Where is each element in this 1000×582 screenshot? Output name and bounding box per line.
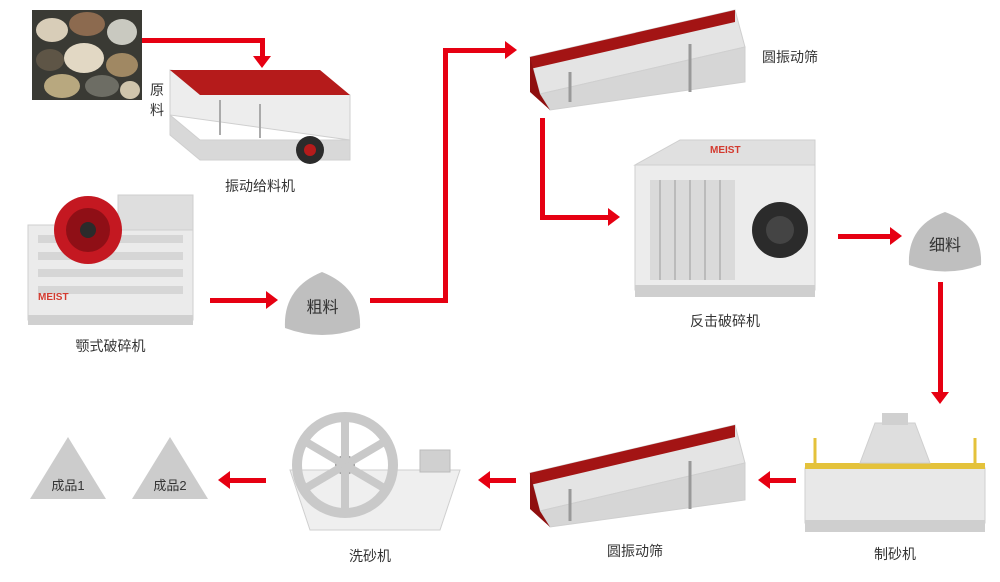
product1-label: 成品1 — [28, 475, 108, 494]
sandmaker-label: 制砂机 — [874, 544, 916, 564]
fine-pile: 细料 — [905, 210, 985, 272]
jaw-illustration: MEIST — [18, 190, 203, 330]
vibrating-screen-2: 圆振动筛 — [520, 415, 750, 561]
washer-label: 洗砂机 — [349, 546, 391, 566]
coarse-label: 粗料 — [306, 293, 338, 317]
sand-washer: 洗砂机 — [270, 410, 470, 566]
raw-material: 原料 — [32, 10, 142, 100]
screen1-label: 圆振动筛 — [762, 47, 818, 67]
vibrating-screen-1: 圆振动筛 — [520, 2, 818, 112]
impact-illustration: MEIST — [620, 135, 830, 305]
feeder-label: 振动给料机 — [225, 176, 295, 196]
sand-maker: 制砂机 — [800, 408, 990, 564]
feeder-illustration — [160, 60, 360, 170]
product2-label: 成品2 — [130, 475, 210, 494]
svg-text:MEIST: MEIST — [38, 292, 69, 303]
screen2-label: 圆振动筛 — [607, 541, 663, 561]
rocks-image — [32, 10, 142, 100]
vibrating-feeder: 振动给料机 — [160, 60, 360, 196]
sandmaker-illustration — [800, 408, 990, 538]
jaw-crusher: MEIST 颚式破碎机 — [18, 190, 203, 356]
fine-label: 细料 — [929, 231, 961, 255]
svg-text:MEIST: MEIST — [710, 145, 741, 156]
product-2: 成品2 — [130, 435, 210, 506]
screen1-illustration — [520, 2, 750, 112]
product-1: 成品1 — [28, 435, 108, 506]
jaw-label: 颚式破碎机 — [76, 336, 146, 356]
impact-crusher: MEIST 反击破碎机 — [620, 135, 830, 331]
washer-illustration — [270, 410, 470, 540]
impact-label: 反击破碎机 — [690, 311, 760, 331]
screen2-illustration — [520, 415, 750, 535]
coarse-pile: 粗料 — [280, 270, 365, 335]
